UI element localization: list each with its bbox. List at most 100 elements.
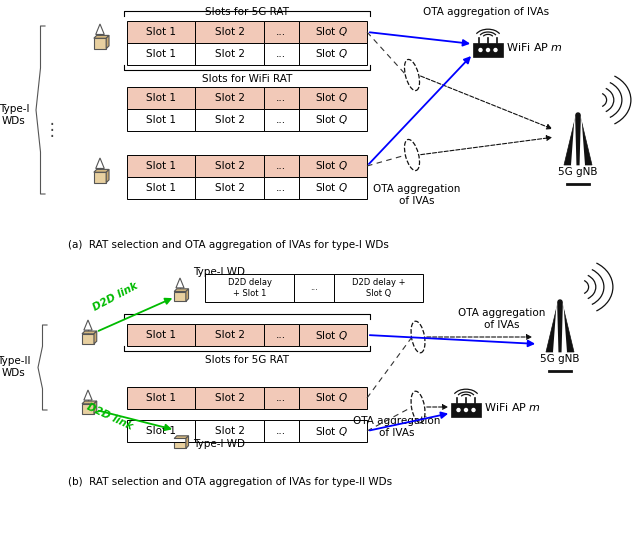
Bar: [264, 177, 299, 199]
Text: Type-I WD: Type-I WD: [193, 267, 245, 277]
Text: Slot 2: Slot 2: [214, 183, 244, 193]
FancyBboxPatch shape: [94, 38, 106, 49]
Polygon shape: [82, 401, 97, 404]
Bar: [264, 87, 299, 109]
Text: ⋮: ⋮: [44, 121, 60, 139]
Bar: [195, 324, 264, 346]
Bar: [127, 387, 195, 409]
Polygon shape: [561, 298, 567, 373]
Text: Slot $Q$: Slot $Q$: [316, 391, 348, 405]
Polygon shape: [94, 401, 97, 414]
Text: 5G gNB: 5G gNB: [540, 354, 580, 364]
Text: ...: ...: [276, 330, 286, 340]
Bar: [299, 387, 367, 409]
Text: Slot 2: Slot 2: [214, 93, 244, 103]
Text: Slot 2: Slot 2: [214, 393, 244, 403]
Text: Slot 2: Slot 2: [214, 27, 244, 37]
FancyBboxPatch shape: [174, 291, 186, 301]
Text: Slots for WiFi RAT: Slots for WiFi RAT: [202, 74, 292, 84]
Polygon shape: [94, 35, 109, 38]
Bar: [195, 177, 264, 199]
Polygon shape: [546, 302, 574, 352]
Text: Slot $Q$: Slot $Q$: [316, 424, 348, 438]
Bar: [451, 403, 481, 417]
Text: Slot 1: Slot 1: [146, 426, 176, 436]
Polygon shape: [571, 111, 577, 186]
Bar: [127, 21, 195, 43]
Circle shape: [479, 49, 482, 51]
Bar: [264, 420, 299, 442]
FancyBboxPatch shape: [82, 404, 94, 414]
Bar: [333, 274, 423, 302]
Bar: [299, 155, 367, 177]
Circle shape: [576, 113, 580, 117]
Polygon shape: [579, 111, 585, 186]
Bar: [127, 324, 195, 346]
Text: ...: ...: [276, 115, 286, 125]
Text: ...: ...: [310, 283, 318, 292]
Text: D2D delay +
Slot Q: D2D delay + Slot Q: [351, 278, 405, 298]
Text: Type-I WD: Type-I WD: [193, 439, 245, 449]
FancyBboxPatch shape: [174, 438, 186, 448]
Circle shape: [465, 409, 467, 411]
Text: D2D delay
+ Slot 1: D2D delay + Slot 1: [228, 278, 272, 298]
Text: OTA aggregation of IVAs: OTA aggregation of IVAs: [423, 7, 549, 17]
Text: Slot 2: Slot 2: [214, 161, 244, 171]
Bar: [264, 109, 299, 131]
Circle shape: [457, 409, 460, 411]
Text: OTA aggregation
of IVAs: OTA aggregation of IVAs: [458, 308, 546, 330]
Polygon shape: [186, 436, 189, 448]
Polygon shape: [106, 169, 109, 183]
Text: Slot $Q$: Slot $Q$: [316, 26, 348, 39]
Text: OTA aggregation
of IVAs: OTA aggregation of IVAs: [353, 416, 441, 438]
Text: Type-I
WDs: Type-I WDs: [0, 104, 29, 126]
Text: ...: ...: [276, 93, 286, 103]
Bar: [195, 87, 264, 109]
Text: ...: ...: [276, 27, 286, 37]
Bar: [127, 155, 195, 177]
Bar: [127, 420, 195, 442]
Polygon shape: [553, 298, 559, 373]
Text: Slot $Q$: Slot $Q$: [316, 92, 348, 105]
Text: OTA aggregation
of IVAs: OTA aggregation of IVAs: [373, 184, 461, 206]
Text: D2D link: D2D link: [86, 402, 134, 432]
Text: Slot 2: Slot 2: [214, 426, 244, 436]
Text: WiFi AP $m$: WiFi AP $m$: [484, 401, 541, 413]
Text: Slot 1: Slot 1: [146, 161, 176, 171]
Text: ...: ...: [276, 49, 286, 59]
FancyBboxPatch shape: [82, 334, 94, 344]
Text: ...: ...: [276, 161, 286, 171]
Bar: [264, 387, 299, 409]
Circle shape: [494, 49, 497, 51]
Text: Slot $Q$: Slot $Q$: [316, 48, 348, 60]
Polygon shape: [94, 331, 97, 344]
Circle shape: [486, 49, 490, 51]
Bar: [294, 274, 333, 302]
Polygon shape: [106, 35, 109, 49]
Circle shape: [558, 300, 562, 304]
Bar: [299, 109, 367, 131]
Text: Slot 2: Slot 2: [214, 330, 244, 340]
Bar: [195, 155, 264, 177]
Bar: [205, 274, 294, 302]
Text: 5G gNB: 5G gNB: [558, 167, 598, 177]
Text: Slot 1: Slot 1: [146, 183, 176, 193]
Polygon shape: [186, 289, 189, 301]
Bar: [195, 43, 264, 65]
Bar: [264, 21, 299, 43]
Text: Slot 1: Slot 1: [146, 27, 176, 37]
Text: Slot $Q$: Slot $Q$: [316, 159, 348, 173]
Text: (a)  RAT selection and OTA aggregation of IVAs for type-I WDs: (a) RAT selection and OTA aggregation of…: [68, 240, 389, 250]
Bar: [299, 420, 367, 442]
Bar: [127, 43, 195, 65]
Text: Slots for 5G RAT: Slots for 5G RAT: [205, 7, 289, 17]
Polygon shape: [174, 436, 189, 438]
Text: Slot $Q$: Slot $Q$: [316, 329, 348, 342]
Bar: [299, 324, 367, 346]
Text: Slot 2: Slot 2: [214, 115, 244, 125]
Text: D2D link: D2D link: [91, 281, 139, 313]
Text: Slots for 5G RAT: Slots for 5G RAT: [205, 355, 289, 365]
Text: (b)  RAT selection and OTA aggregation of IVAs for type-II WDs: (b) RAT selection and OTA aggregation of…: [68, 477, 392, 487]
Text: Slot 1: Slot 1: [146, 330, 176, 340]
Bar: [195, 420, 264, 442]
